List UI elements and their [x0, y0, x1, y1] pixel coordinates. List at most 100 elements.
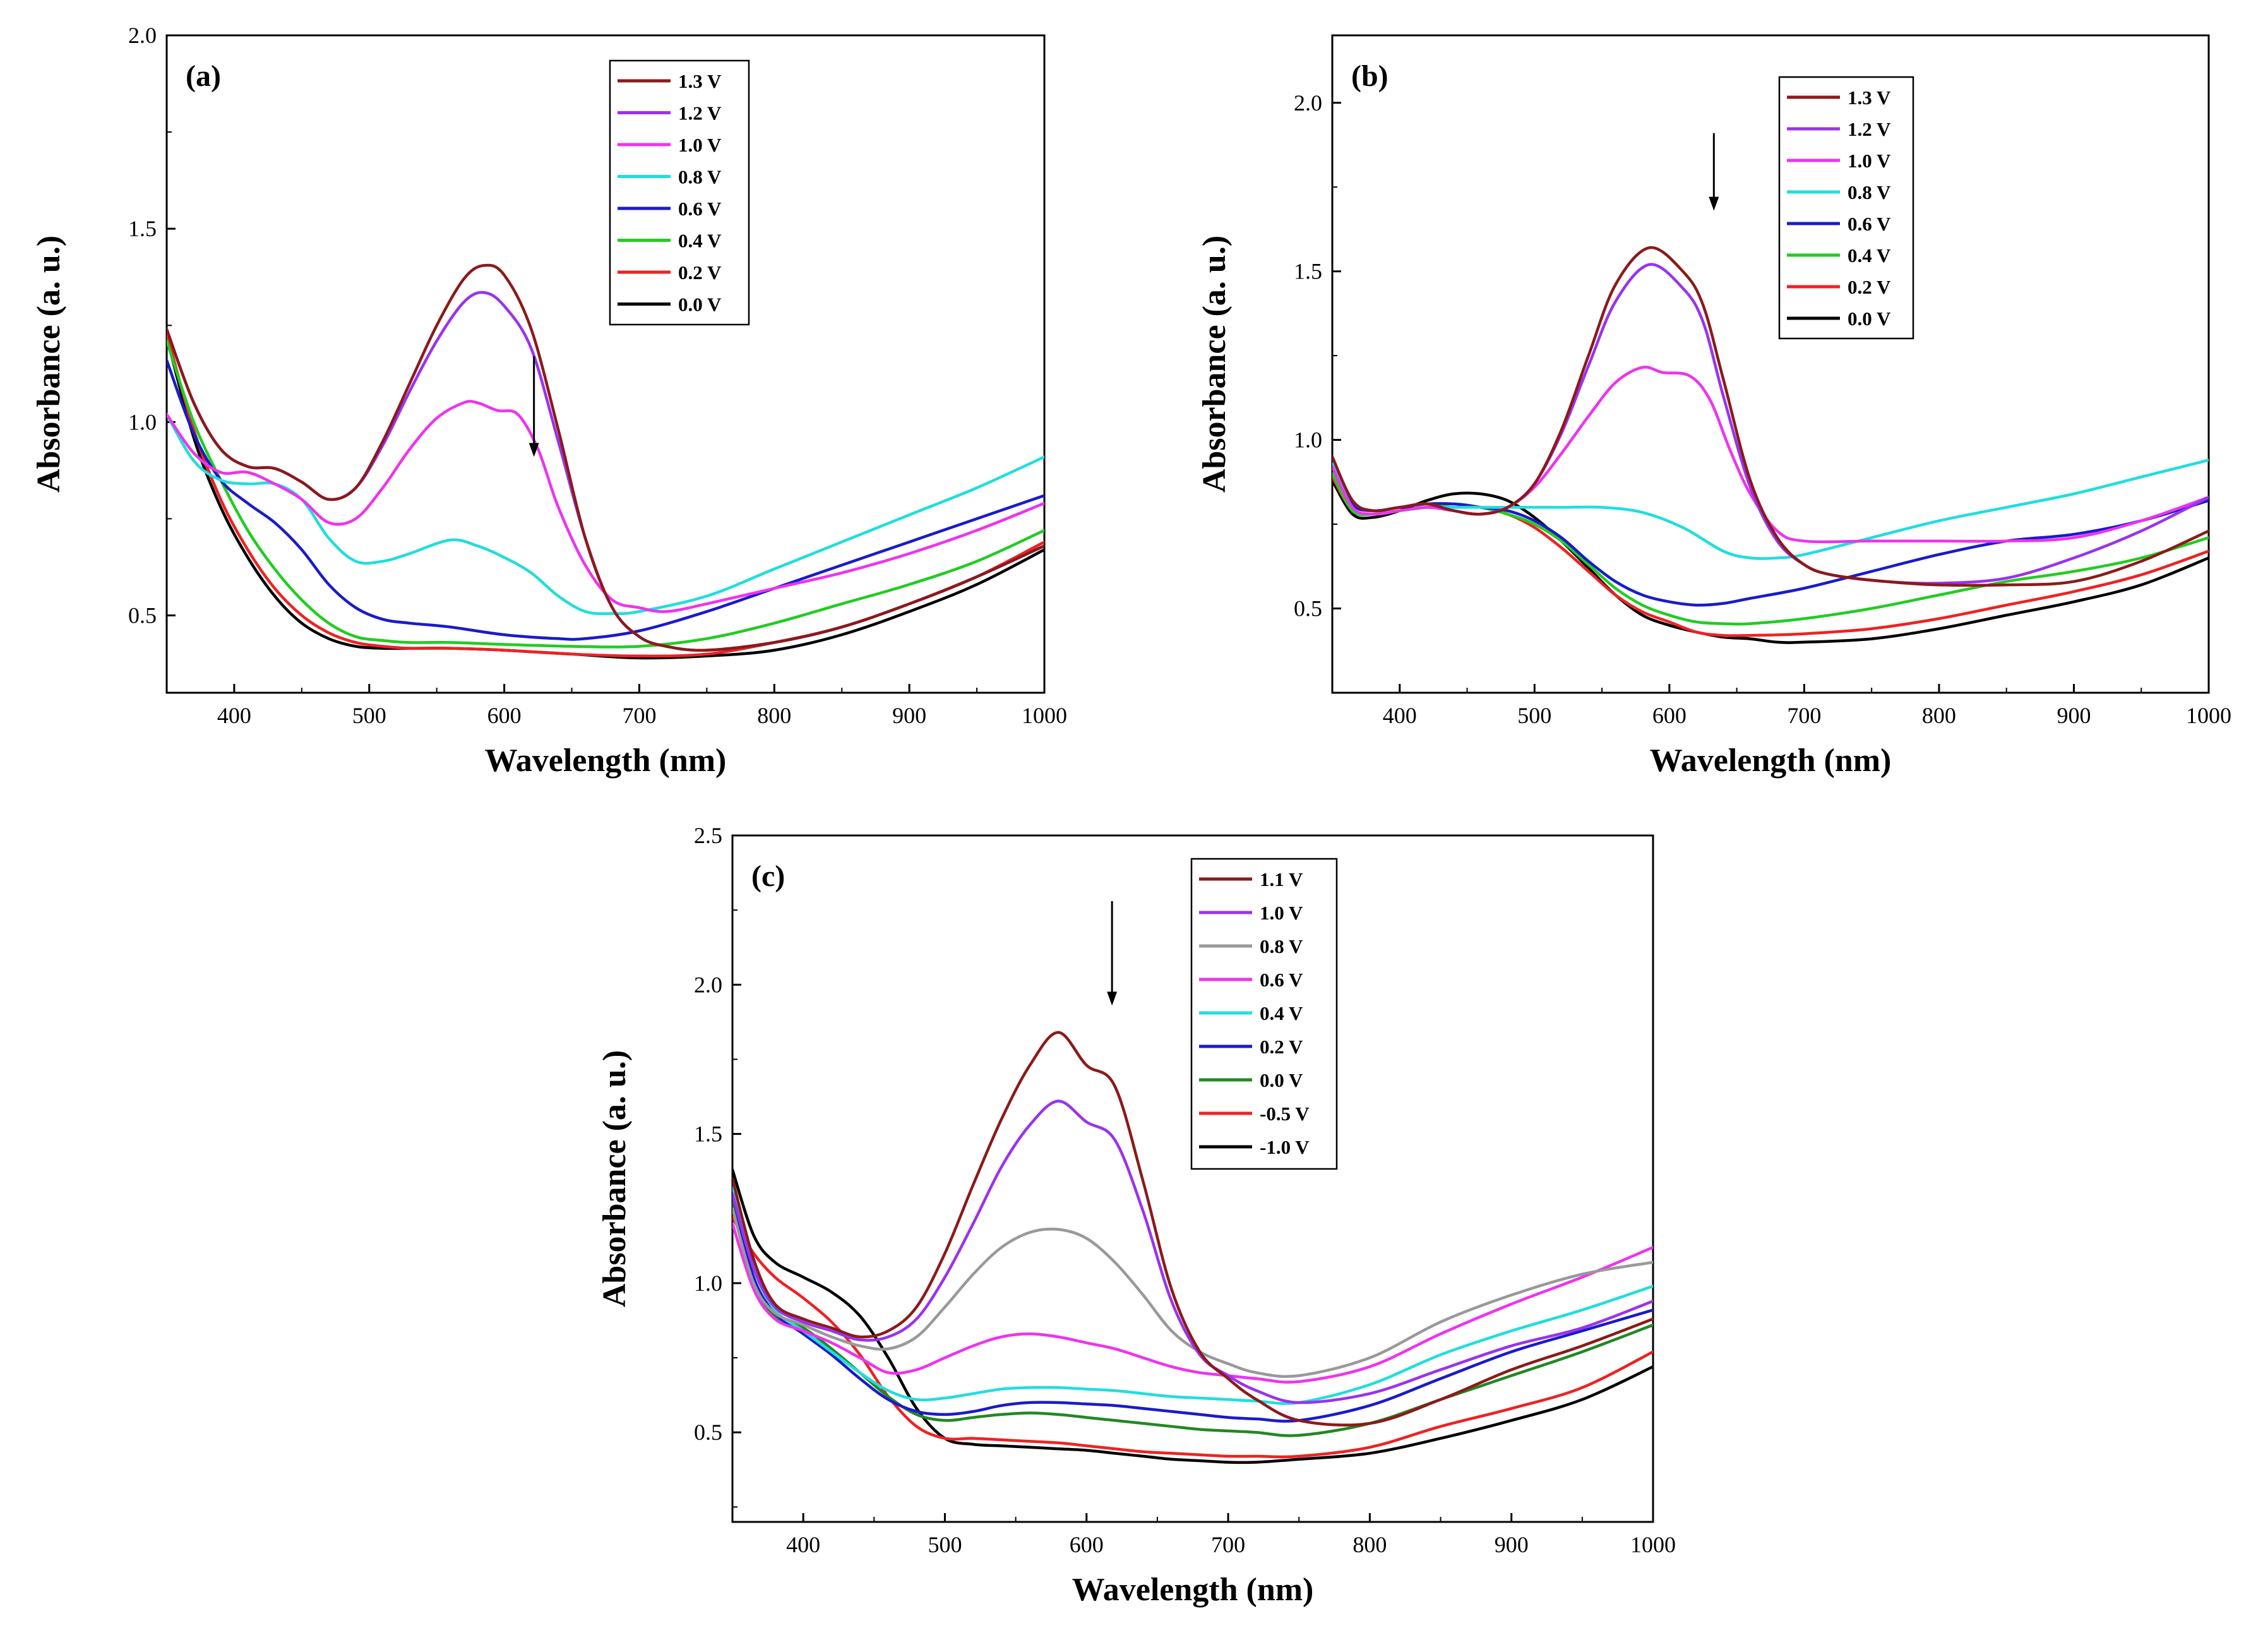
panel-c: 400 500 600 700 800 900 1000 0.5 1.0 1.5 2.0 2.5 Wav…	[597, 823, 1676, 1608]
legend-label: 0.2 V	[678, 261, 722, 284]
x-tick-label: 400	[1383, 703, 1417, 728]
x-tick-label: 400	[786, 1532, 820, 1557]
x-tick-label: 1000	[2186, 703, 2231, 728]
legend: 1.3 V 1.2 V 1.0 V 0.8 V 0.6 V 0.4 V 0.2 V 0.0 V	[609, 59, 750, 326]
series-line	[732, 1207, 1653, 1379]
series-line	[732, 1099, 1653, 1404]
series-line	[1332, 458, 2209, 560]
arrow-down-icon	[528, 443, 539, 457]
legend-label: 1.3 V	[1848, 87, 1891, 109]
x-tick-label: 700	[622, 703, 656, 728]
x-tick-label: 900	[1495, 1532, 1529, 1557]
legend-label: 1.0 V	[678, 134, 722, 156]
legend-label: 0.0 V	[1848, 308, 1891, 330]
x-tick-label: 500	[928, 1532, 962, 1557]
legend-label: 1.2 V	[1848, 118, 1891, 140]
series-line	[732, 1186, 1653, 1405]
legend-label: 0.2 V	[1260, 1036, 1303, 1058]
y-axis-title: Absorbance (a. u.)	[31, 236, 67, 493]
series-line	[1332, 479, 2209, 644]
legend-label: 1.1 V	[1260, 868, 1303, 890]
x-tick-label: 800	[1352, 1532, 1387, 1557]
legend-label: 0.8 V	[1848, 181, 1891, 203]
legend-label: -1.0 V	[1260, 1136, 1310, 1158]
y-tick-label: 1.0	[694, 1271, 722, 1296]
x-tick-label: 400	[217, 703, 251, 728]
legend: 1.1 V 1.0 V 0.8 V 0.6 V 0.4 V 0.2 V 0.0 V -0.5 …	[1190, 858, 1338, 1170]
legend-label: 0.8 V	[1260, 935, 1303, 957]
series-group	[732, 1031, 1653, 1464]
panel-label: (b)	[1351, 59, 1388, 93]
y-tick-label: 1.5	[128, 216, 157, 241]
series-line	[1332, 263, 2209, 585]
series-line	[732, 1192, 1653, 1423]
x-tick-label: 800	[1922, 703, 1956, 728]
legend-box	[1778, 76, 1914, 340]
legend: 1.3 V 1.2 V 1.0 V 0.8 V 0.6 V 0.4 V 0.2 V 0.0 V	[1778, 76, 1914, 340]
y-tick-label: 2.5	[694, 823, 722, 848]
legend-box	[609, 59, 750, 326]
x-axis-title: Wavelength (nm)	[485, 743, 727, 779]
arrow-down-icon	[1709, 196, 1719, 211]
series-group	[167, 263, 1044, 660]
series-line	[167, 400, 1044, 613]
legend-label: 0.4 V	[1260, 1002, 1303, 1024]
x-tick-label: 600	[1652, 703, 1687, 728]
y-tick-label: 0.5	[1294, 596, 1322, 621]
x-tick-label: 700	[1787, 703, 1821, 728]
arrow-down-icon	[1107, 991, 1118, 1006]
x-tick-label: 700	[1211, 1532, 1245, 1557]
x-tick-label: 500	[1517, 703, 1551, 728]
legend-label: 1.0 V	[1848, 150, 1891, 172]
x-tick-label: 500	[352, 703, 386, 728]
series-line	[1332, 246, 2209, 587]
x-tick-label: 1000	[1630, 1532, 1676, 1557]
y-tick-label: 2.0	[694, 972, 722, 997]
y-tick-label: 0.5	[128, 603, 157, 628]
y-tick-label: 1.0	[128, 409, 157, 434]
legend-label: 1.0 V	[1260, 902, 1303, 924]
y-tick-label: 1.0	[1294, 428, 1322, 453]
legend-label: 1.3 V	[678, 70, 722, 92]
legend-label: 0.6 V	[678, 198, 722, 220]
legend-label: 0.6 V	[1848, 213, 1891, 235]
series-group	[1332, 246, 2209, 644]
y-axis-title: Absorbance (a. u.)	[597, 1050, 633, 1307]
series-line	[732, 1168, 1653, 1464]
plot-frame	[1331, 34, 2210, 694]
legend-label: 0.4 V	[1848, 244, 1891, 266]
legend-label: 1.2 V	[678, 102, 722, 124]
legend-label: 0.8 V	[678, 166, 722, 188]
legend-label: 0.0 V	[1260, 1069, 1303, 1091]
panel-a: 400 500 600 700 800 900 1000 0.5 1.0 1.5 2.0 Wavele…	[31, 23, 1067, 779]
panel-label: (a)	[186, 59, 221, 93]
x-tick-label: 900	[2057, 703, 2091, 728]
x-tick-label: 900	[892, 703, 926, 728]
series-line	[167, 339, 1044, 649]
y-tick-label: 1.5	[1294, 259, 1322, 284]
x-tick-label: 600	[487, 703, 522, 728]
y-axis-title: Absorbance (a. u.)	[1197, 236, 1233, 493]
legend-label: 0.4 V	[678, 230, 722, 252]
x-tick-label: 600	[1070, 1532, 1104, 1557]
legend-label: 0.2 V	[1848, 276, 1891, 298]
series-line	[732, 1198, 1653, 1437]
series-line	[1332, 462, 2209, 607]
panel-label: (c)	[751, 859, 785, 893]
y-tick-label: 0.5	[694, 1420, 722, 1445]
y-tick-label: 2.0	[128, 23, 157, 48]
legend-label: 0.0 V	[678, 294, 722, 316]
y-tick-label: 2.0	[1294, 90, 1322, 116]
series-line	[732, 1222, 1653, 1384]
legend-label: 0.6 V	[1260, 969, 1303, 991]
legend-label: -0.5 V	[1260, 1103, 1310, 1125]
x-axis-title: Wavelength (nm)	[1072, 1572, 1314, 1608]
x-tick-label: 800	[757, 703, 791, 728]
x-axis-title: Wavelength (nm)	[1650, 743, 1892, 779]
series-line	[732, 1031, 1653, 1427]
series-line	[1332, 366, 2209, 544]
panel-b: 400 500 600 700 800 900 1000 0.5 1.0 1.5 2.0 Wavele…	[1197, 34, 2231, 779]
series-line	[167, 263, 1044, 652]
series-line	[167, 359, 1044, 641]
